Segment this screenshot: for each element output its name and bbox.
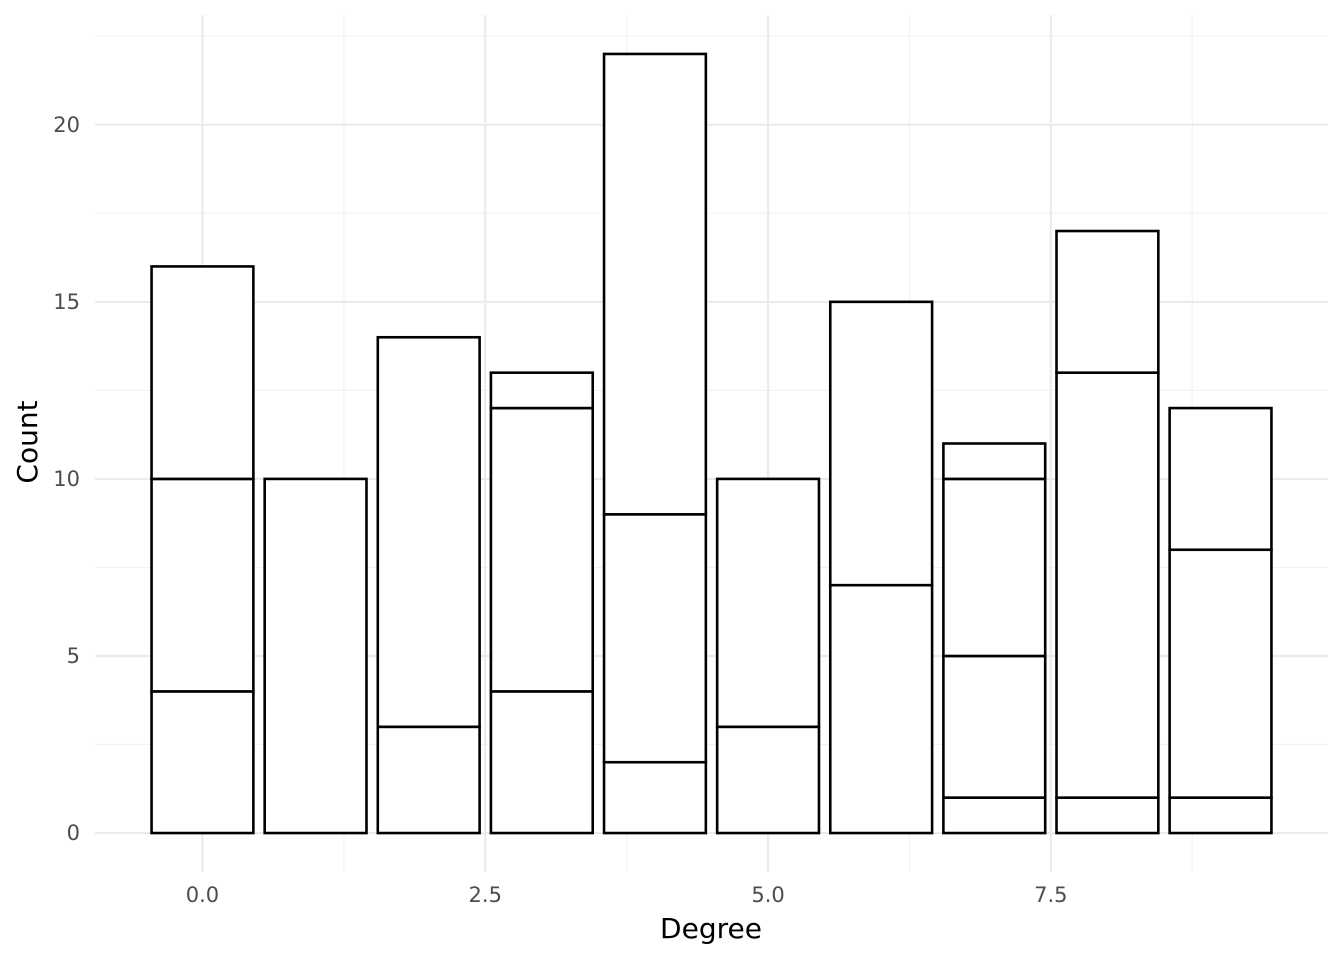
tick-labels: 0.0 2.5 5.0 7.5 0 5 10 15 20 (53, 113, 1067, 907)
bar-8-segment-1 (1055, 371, 1160, 799)
y-tick-label-2: 10 (53, 467, 80, 491)
bar-6-segment-0 (828, 583, 934, 835)
x-tick-label-1: 2.5 (469, 883, 502, 907)
bar-5-segment-0 (715, 725, 821, 835)
bar-0-segment-0 (150, 690, 255, 835)
bar-0-segment-1 (150, 477, 255, 693)
bar-8-segment-2 (1055, 229, 1160, 374)
y-tick-label-3: 15 (53, 290, 80, 314)
bar-9-segment-1 (1168, 548, 1273, 799)
bar-2-segment-0 (376, 725, 481, 835)
bar-9-segment-2 (1168, 406, 1273, 552)
x-tick-label-3: 7.5 (1034, 883, 1067, 907)
y-tick-label-1: 5 (67, 644, 80, 668)
bar-7-segment-3 (942, 442, 1047, 481)
y-tick-label-4: 20 (53, 113, 80, 137)
bar-2-segment-1 (376, 335, 481, 729)
bar-7-segment-0 (942, 796, 1047, 835)
bar-1-segment-0 (263, 477, 368, 835)
x-tick-label-0: 0.0 (186, 883, 219, 907)
bar-0-segment-2 (150, 265, 255, 481)
x-tick-label-2: 5.0 (751, 883, 784, 907)
bar-7-segment-1 (942, 654, 1047, 799)
bars (150, 52, 1273, 835)
bar-5-segment-1 (715, 477, 821, 729)
bar-3-segment-2 (489, 371, 595, 410)
bar-4-segment-2 (602, 52, 708, 516)
bar-9-segment-0 (1168, 796, 1273, 835)
bar-8-segment-0 (1055, 796, 1160, 835)
x-axis-title: Degree (660, 912, 762, 945)
bar-4-segment-1 (602, 513, 708, 764)
y-tick-label-0: 0 (67, 821, 80, 845)
bar-3-segment-1 (489, 406, 595, 693)
y-axis-title: Count (11, 400, 44, 483)
bar-6-segment-1 (828, 300, 934, 587)
bar-4-segment-0 (602, 760, 708, 835)
bar-3-segment-0 (489, 690, 595, 835)
bar-7-segment-2 (942, 477, 1047, 658)
